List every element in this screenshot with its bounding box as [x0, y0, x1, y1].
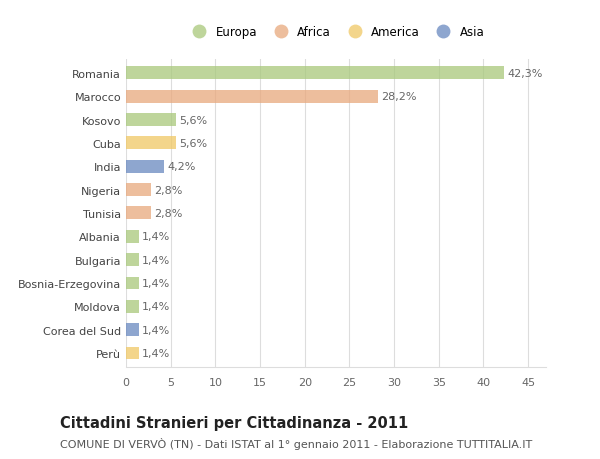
Text: 42,3%: 42,3% [508, 69, 543, 78]
Bar [126, 90, 378, 103]
Text: 2,8%: 2,8% [155, 208, 183, 218]
Text: 1,4%: 1,4% [142, 302, 170, 312]
Text: 1,4%: 1,4% [142, 348, 170, 358]
Bar [126, 184, 151, 196]
Bar [126, 137, 176, 150]
Text: 5,6%: 5,6% [179, 139, 208, 149]
Text: 1,4%: 1,4% [142, 278, 170, 288]
Text: 1,4%: 1,4% [142, 232, 170, 242]
Bar [126, 67, 504, 80]
Text: 4,2%: 4,2% [167, 162, 196, 172]
Text: Cittadini Stranieri per Cittadinanza - 2011: Cittadini Stranieri per Cittadinanza - 2… [60, 415, 408, 431]
Text: 1,4%: 1,4% [142, 255, 170, 265]
Text: 5,6%: 5,6% [179, 115, 208, 125]
Text: 28,2%: 28,2% [382, 92, 417, 102]
Bar [126, 161, 164, 173]
Bar [126, 277, 139, 290]
Text: 2,8%: 2,8% [155, 185, 183, 195]
Bar [126, 114, 176, 127]
Bar [126, 300, 139, 313]
Text: 1,4%: 1,4% [142, 325, 170, 335]
Bar [126, 230, 139, 243]
Bar [126, 207, 151, 220]
Text: COMUNE DI VERVÒ (TN) - Dati ISTAT al 1° gennaio 2011 - Elaborazione TUTTITALIA.I: COMUNE DI VERVÒ (TN) - Dati ISTAT al 1° … [60, 437, 532, 449]
Legend: Europa, Africa, America, Asia: Europa, Africa, America, Asia [184, 22, 488, 43]
Bar [126, 347, 139, 360]
Bar [126, 254, 139, 266]
Bar [126, 324, 139, 336]
